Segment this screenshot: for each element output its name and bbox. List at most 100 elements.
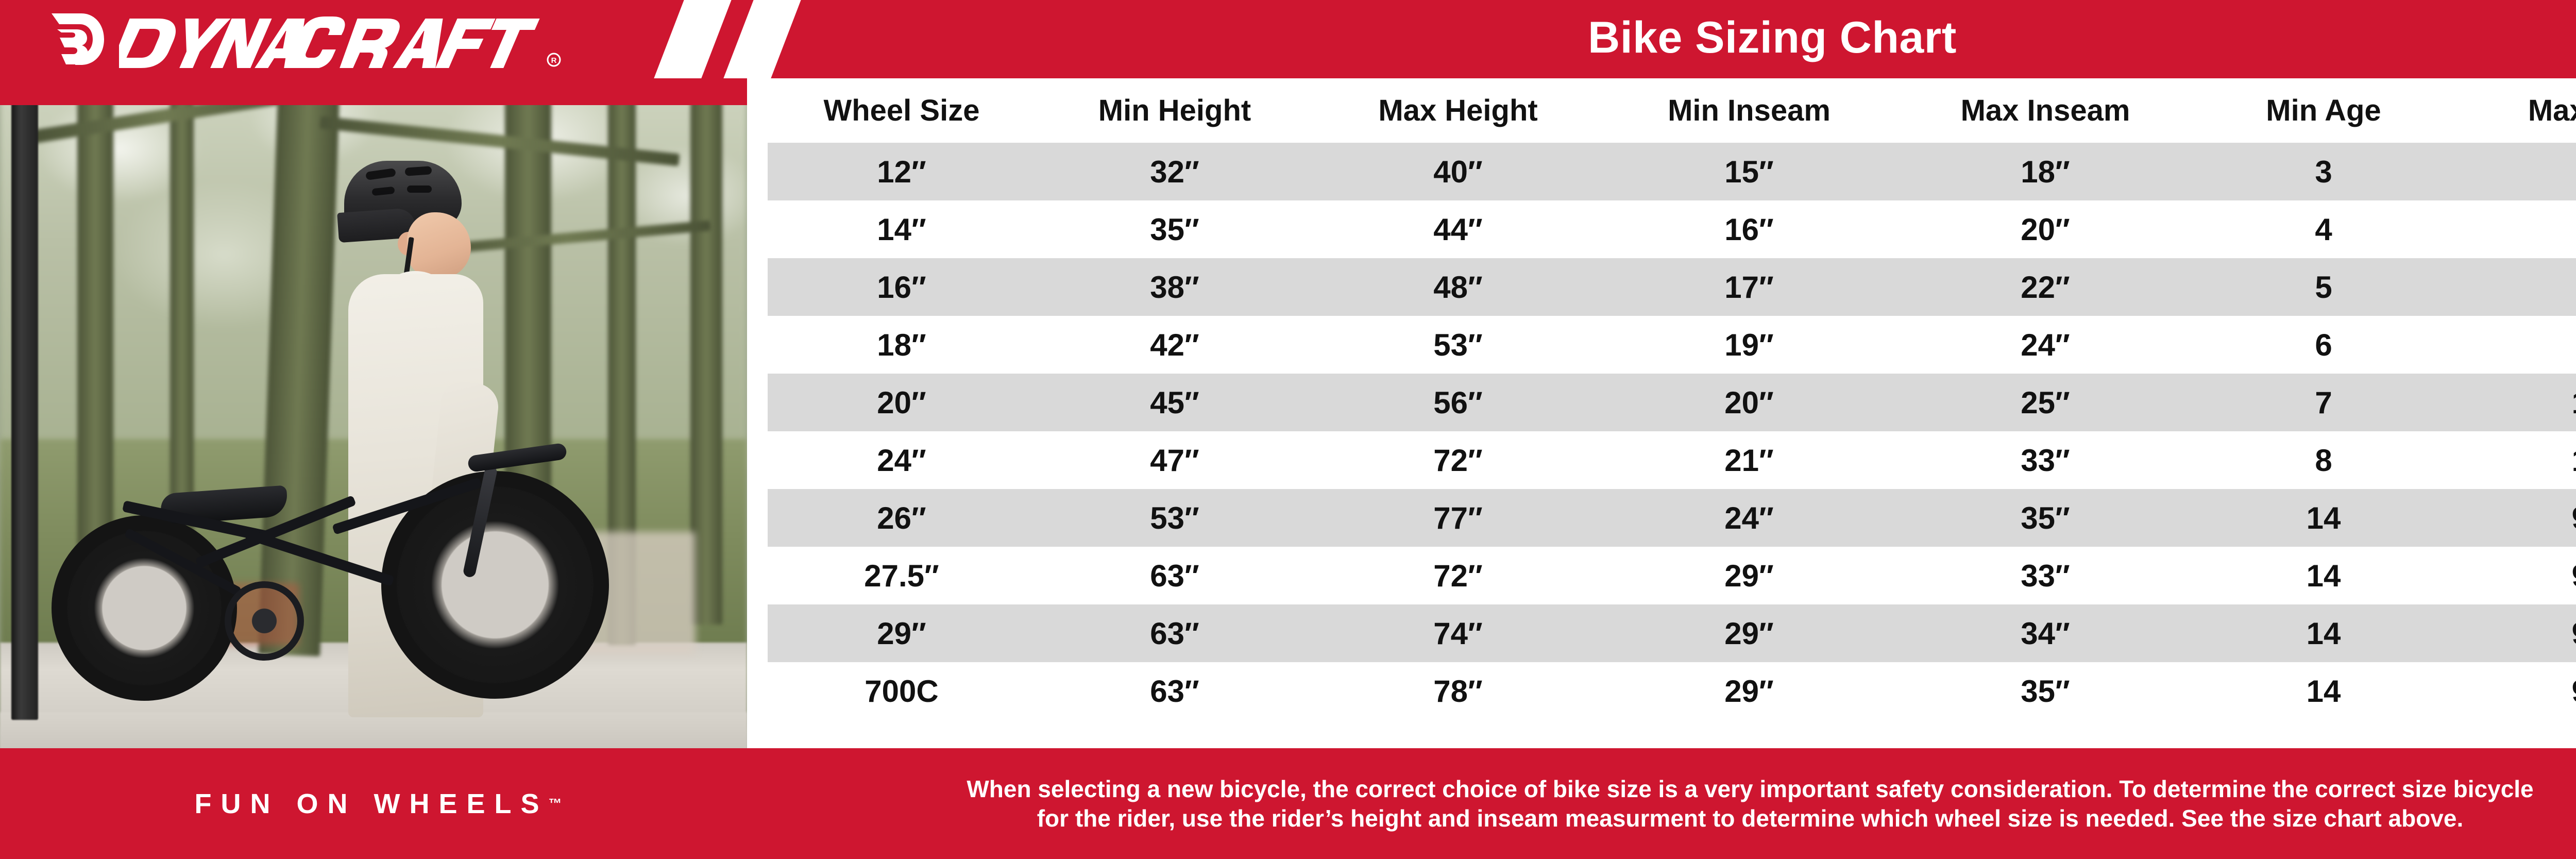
- table-row: 27.5″ 63″ 72″ 29″ 33″ 14 99: [768, 547, 2576, 604]
- cell-max-height: 77″: [1314, 489, 1602, 547]
- table-row: 24″ 47″ 72″ 21″ 33″ 8 14: [768, 431, 2576, 489]
- cell-min-height: 38″: [1036, 258, 1314, 316]
- cell-max-age: 7: [2452, 258, 2576, 316]
- dynacraft-wordmark-icon: R: [119, 16, 561, 68]
- cell-max-height: 72″: [1314, 431, 1602, 489]
- lamp-post: [11, 78, 38, 720]
- cell-wheel-size: 12″: [768, 143, 1036, 200]
- cell-wheel-size: 29″: [768, 604, 1036, 662]
- dynacraft-3d-logo-icon: [52, 13, 104, 65]
- table-row: 16″ 38″ 48″ 17″ 22″ 5 7: [768, 258, 2576, 316]
- cell-min-age: 7: [2195, 374, 2452, 431]
- column-header-min-age: Min Age: [2266, 94, 2381, 127]
- footer-bar: FUN ON WHEELS ™ When selecting a new bicy…: [0, 748, 2576, 859]
- brand-tagline: FUN ON WHEELS ™: [0, 748, 747, 859]
- cell-max-height: 74″: [1314, 604, 1602, 662]
- cell-wheel-size: 700C: [768, 662, 1036, 720]
- header-bar: R Bike Sizing Chart: [0, 0, 2576, 78]
- page-title: Bike Sizing Chart: [1588, 13, 1957, 62]
- cell-max-age: 12: [2452, 374, 2576, 431]
- cell-min-age: 14: [2195, 489, 2452, 547]
- safety-note: When selecting a new bicycle, the correc…: [752, 748, 2576, 859]
- cell-wheel-size: 24″: [768, 431, 1036, 489]
- cell-min-inseam: 19″: [1602, 316, 1896, 374]
- cell-min-height: 63″: [1036, 604, 1314, 662]
- column-header-min-height: Min Height: [1098, 94, 1251, 127]
- photo-red-corner-overlay: [0, 78, 747, 105]
- cell-max-inseam: 24″: [1896, 316, 2195, 374]
- cell-min-inseam: 20″: [1602, 374, 1896, 431]
- cell-max-inseam: 33″: [1896, 431, 2195, 489]
- column-header-max-height: Max Height: [1378, 94, 1538, 127]
- diagonal-stripes-icon: [644, 0, 807, 78]
- cell-max-age: 9: [2452, 316, 2576, 374]
- cell-wheel-size: 16″: [768, 258, 1036, 316]
- cell-wheel-size: 26″: [768, 489, 1036, 547]
- hero-photo: [0, 78, 747, 748]
- cell-min-age: 8: [2195, 431, 2452, 489]
- cell-max-height: 44″: [1314, 200, 1602, 258]
- cell-min-inseam: 15″: [1602, 143, 1896, 200]
- cell-max-age: 99: [2452, 604, 2576, 662]
- cell-max-height: 56″: [1314, 374, 1602, 431]
- cell-max-inseam: 33″: [1896, 547, 2195, 604]
- cell-max-inseam: 35″: [1896, 662, 2195, 720]
- cell-min-height: 45″: [1036, 374, 1314, 431]
- cell-max-height: 40″: [1314, 143, 1602, 200]
- table-row: 700C 63″ 78″ 29″ 35″ 14 99: [768, 662, 2576, 720]
- cell-max-inseam: 18″: [1896, 143, 2195, 200]
- bike-sizing-table: Wheel Size Min Height Max Height Min Ins…: [768, 78, 2576, 720]
- brand-tagline-text: FUN ON WHEELS: [194, 788, 549, 819]
- cell-wheel-size: 20″: [768, 374, 1036, 431]
- table-row: 20″ 45″ 56″ 20″ 25″ 7 12: [768, 374, 2576, 431]
- cell-min-height: 42″: [1036, 316, 1314, 374]
- cell-min-inseam: 29″: [1602, 662, 1896, 720]
- column-header-max-inseam: Max Inseam: [1960, 94, 2130, 127]
- cell-max-age: 99: [2452, 547, 2576, 604]
- cell-min-age: 5: [2195, 258, 2452, 316]
- table-row: 29″ 63″ 74″ 29″ 34″ 14 99: [768, 604, 2576, 662]
- cell-max-inseam: 25″: [1896, 374, 2195, 431]
- cell-max-age: 5: [2452, 143, 2576, 200]
- column-header-min-inseam: Min Inseam: [1668, 94, 1831, 127]
- cell-max-height: 72″: [1314, 547, 1602, 604]
- cell-min-height: 35″: [1036, 200, 1314, 258]
- table-row: 18″ 42″ 53″ 19″ 24″ 6 9: [768, 316, 2576, 374]
- cell-min-height: 63″: [1036, 547, 1314, 604]
- cell-max-inseam: 34″: [1896, 604, 2195, 662]
- cell-min-inseam: 16″: [1602, 200, 1896, 258]
- cell-max-height: 78″: [1314, 662, 1602, 720]
- cell-min-height: 63″: [1036, 662, 1314, 720]
- cell-min-age: 14: [2195, 547, 2452, 604]
- cell-min-inseam: 29″: [1602, 604, 1896, 662]
- cell-max-age: 14: [2452, 431, 2576, 489]
- bicycle: [21, 442, 711, 728]
- cell-min-inseam: 29″: [1602, 547, 1896, 604]
- cell-min-inseam: 21″: [1602, 431, 1896, 489]
- column-header-wheel-size: Wheel Size: [823, 94, 980, 127]
- cell-max-inseam: 35″: [1896, 489, 2195, 547]
- cell-min-age: 4: [2195, 200, 2452, 258]
- cell-min-age: 14: [2195, 604, 2452, 662]
- svg-text:R: R: [551, 56, 557, 65]
- cell-min-age: 3: [2195, 143, 2452, 200]
- table-row: 26″ 53″ 77″ 24″ 35″ 14 99: [768, 489, 2576, 547]
- column-header-max-age: Max Age: [2528, 94, 2576, 127]
- safety-note-line-1: When selecting a new bicycle, the correc…: [967, 776, 2534, 803]
- cell-wheel-size: 14″: [768, 200, 1036, 258]
- cell-max-inseam: 20″: [1896, 200, 2195, 258]
- cell-min-inseam: 17″: [1602, 258, 1896, 316]
- cell-max-height: 53″: [1314, 316, 1602, 374]
- trademark-icon: ™: [548, 796, 562, 811]
- sizing-table-area: Wheel Size Min Height Max Height Min Ins…: [747, 78, 2576, 748]
- safety-note-line-2: for the rider, use the rider’s height an…: [1037, 804, 2464, 832]
- cell-max-age: 6: [2452, 200, 2576, 258]
- cell-max-age: 99: [2452, 489, 2576, 547]
- brand-logo: R: [36, 6, 629, 72]
- table-row: 14″ 35″ 44″ 16″ 20″ 4 6: [768, 200, 2576, 258]
- cell-max-height: 48″: [1314, 258, 1602, 316]
- registered-trademark-icon: R: [547, 53, 561, 67]
- cell-min-age: 14: [2195, 662, 2452, 720]
- cell-max-inseam: 22″: [1896, 258, 2195, 316]
